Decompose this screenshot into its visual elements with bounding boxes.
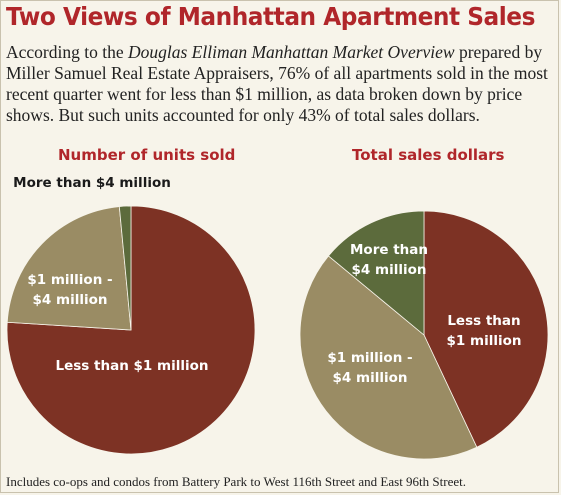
- pie0-label-1m-to-4m-line: $1 million -: [27, 272, 112, 288]
- intro-before: According to the: [6, 42, 128, 62]
- pie1-label-1m-to-4m-line: $1 million -: [327, 350, 412, 366]
- pie0-label-more-than-4m-line: More than $4 million: [13, 175, 171, 191]
- footnote: Includes co-ops and condos from Battery …: [6, 474, 466, 489]
- pie0-label-1m-to-4m-line: $4 million: [33, 292, 108, 308]
- intro-text: According to the Douglas Elliman Manhatt…: [6, 42, 558, 126]
- page-title: Two Views of Manhattan Apartment Sales: [6, 2, 535, 31]
- pie1-label-more-than-4m: More than $4 million: [350, 242, 428, 278]
- pie0-slice-1m-to-4m: [6, 206, 132, 331]
- intro-after: prepared by Miller Samuel Real Estate Ap…: [6, 42, 548, 125]
- pie1-label-1m-to-4m: $1 million - $4 million: [327, 350, 412, 386]
- pie1-slice-less-than-1m: [423, 210, 549, 448]
- pie0-label-more-than-4m: More than $4 million: [13, 175, 171, 191]
- pie-units-sold: Less than $1 million $1 million - $4 milli…: [6, 175, 256, 455]
- pie0-slice-more-than-4m: [118, 205, 132, 331]
- pie1-label-more-than-4m-line: $4 million: [352, 262, 427, 278]
- pie0-label-less-than-1m-line: Less than $1 million: [56, 358, 209, 374]
- pie1-label-less-than-1m: Less than $1 million: [447, 313, 522, 349]
- pie1-label-1m-to-4m-line: $4 million: [333, 370, 408, 386]
- intro-source: Douglas Elliman Manhattan Market Overvie…: [127, 42, 455, 62]
- pie1-slice-more-than-4m: [327, 210, 425, 336]
- pie1-label-more-than-4m-line: More than: [350, 242, 428, 258]
- chart-title-units: Number of units sold: [58, 146, 236, 164]
- pie1-label-less-than-1m-line: Less than: [447, 313, 520, 329]
- pie1-label-less-than-1m-line: $1 million: [447, 333, 522, 349]
- chart-title-dollars: Total sales dollars: [352, 146, 505, 164]
- pie-sales-dollars: Less than $1 million $1 million - $4 millio…: [299, 210, 549, 460]
- pie0-label-1m-to-4m: $1 million - $4 million: [27, 272, 112, 308]
- pie0-label-less-than-1m: Less than $1 million: [56, 358, 209, 374]
- pie1-slice-1m-to-4m: [299, 255, 478, 460]
